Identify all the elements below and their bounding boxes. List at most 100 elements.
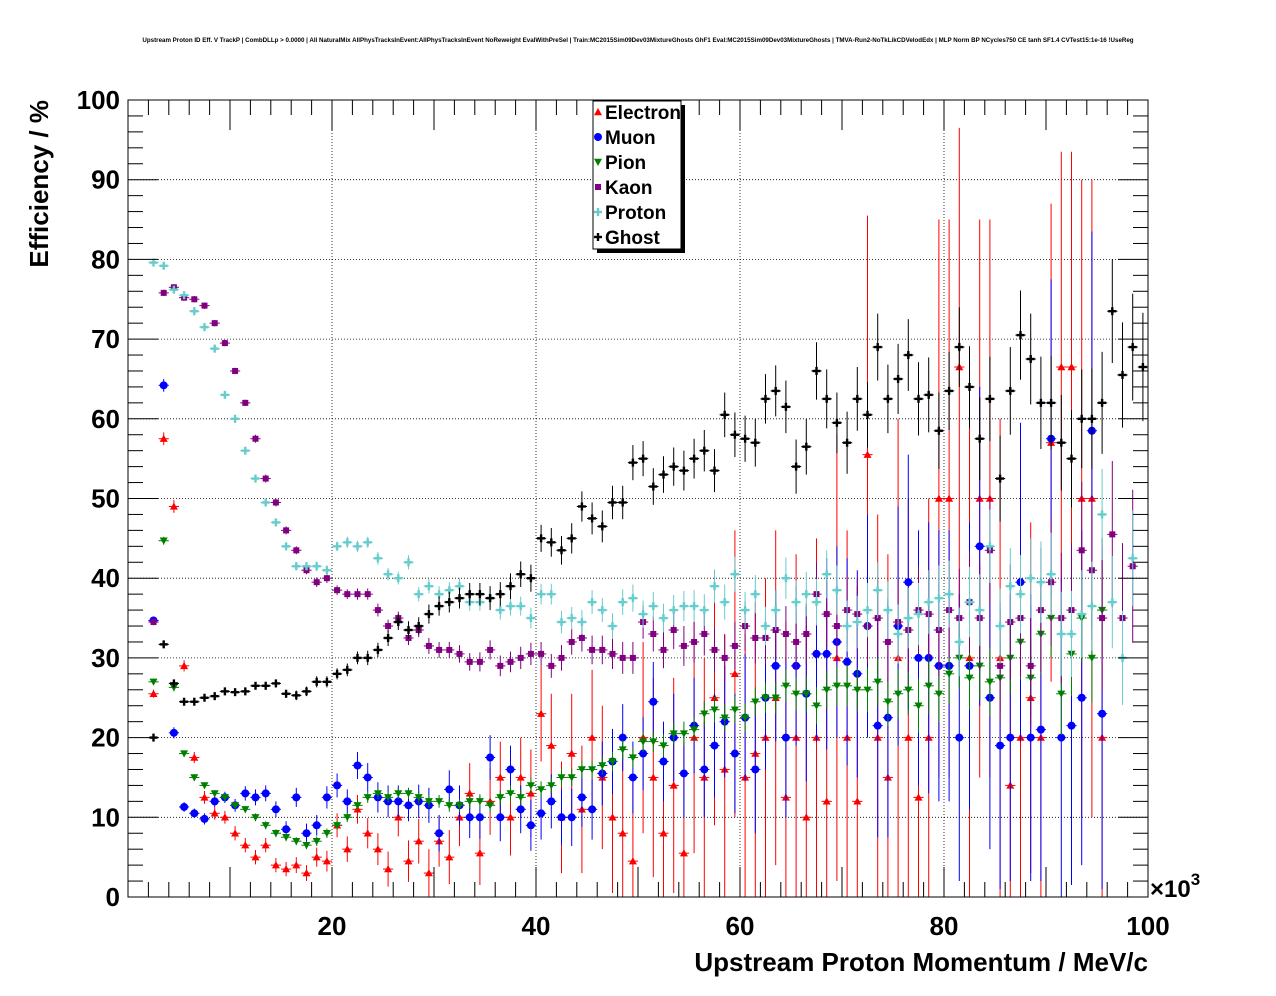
ghost-point xyxy=(984,356,995,442)
pion-marker xyxy=(394,790,403,798)
ghost-marker xyxy=(384,633,393,642)
pion-marker xyxy=(486,802,495,810)
proton-marker xyxy=(669,606,678,615)
proton-marker xyxy=(863,606,872,615)
ghost-marker xyxy=(822,394,831,403)
marker-bar-h xyxy=(1016,333,1025,337)
ghost-point xyxy=(770,365,781,417)
proton-marker xyxy=(241,446,250,455)
ghost-marker xyxy=(465,590,474,599)
marker-bar-h xyxy=(649,485,658,488)
pion-marker xyxy=(465,798,474,806)
ghost-point xyxy=(1076,369,1087,469)
muon-point xyxy=(260,785,271,802)
pion-marker xyxy=(761,694,770,702)
ghost-point xyxy=(719,392,730,438)
proton-point xyxy=(342,536,353,548)
proton-marker xyxy=(965,598,974,607)
ghost-marker xyxy=(720,410,729,419)
muon-point xyxy=(485,735,496,780)
marker-bar-h xyxy=(567,537,576,540)
marker-bar-h xyxy=(363,541,372,544)
pion-marker xyxy=(251,814,260,822)
ghost-point xyxy=(372,642,383,658)
legend-marker-muon xyxy=(594,133,602,141)
pion-point xyxy=(260,821,271,830)
muon-point xyxy=(434,814,445,852)
kaon-marker xyxy=(680,642,687,649)
kaon-point xyxy=(536,641,547,666)
marker-bar-h xyxy=(802,592,811,596)
pion-marker xyxy=(384,794,393,802)
proton-marker xyxy=(914,610,923,619)
marker-bar-h xyxy=(526,616,535,620)
proton-marker xyxy=(302,562,311,571)
proton-marker xyxy=(353,542,362,551)
proton-marker xyxy=(210,344,219,353)
ghost-point xyxy=(842,411,853,474)
proton-point xyxy=(230,414,241,423)
marker-bar-h xyxy=(741,608,750,612)
muon-marker xyxy=(394,797,403,806)
ghost-point xyxy=(974,397,985,481)
ghost-point xyxy=(352,651,363,665)
ghost-marker xyxy=(424,610,433,619)
electron-point xyxy=(1056,151,1067,583)
x-axis-label: Upstream Proton Momentum / MeV/c xyxy=(694,947,1148,977)
ghost-marker xyxy=(404,626,413,635)
pion-point xyxy=(148,678,159,686)
proton-marker xyxy=(577,618,586,627)
proton-marker xyxy=(190,307,199,316)
ghost-point xyxy=(505,573,516,599)
proton-marker xyxy=(435,590,444,599)
proton-point xyxy=(301,562,312,571)
ghost-marker xyxy=(322,677,331,686)
proton-point xyxy=(811,578,822,626)
proton-point xyxy=(913,582,924,646)
ghost-point xyxy=(995,435,1006,522)
kaon-point xyxy=(648,616,659,652)
marker-bar-h xyxy=(159,643,168,646)
kaon-point xyxy=(678,626,689,666)
proton-marker xyxy=(700,606,709,615)
proton-point xyxy=(689,590,700,623)
muon-marker xyxy=(567,813,576,822)
pion-point xyxy=(689,717,700,742)
kaon-point xyxy=(209,319,220,327)
proton-marker xyxy=(547,590,556,599)
marker-bar-h xyxy=(435,592,444,596)
proton-point xyxy=(831,565,842,615)
ghost-point xyxy=(179,697,190,706)
ghost-marker xyxy=(394,618,403,627)
proton-marker xyxy=(373,554,382,563)
pion-point xyxy=(189,774,200,782)
kaon-point xyxy=(158,289,169,297)
ghost-marker xyxy=(965,382,974,391)
ghost-point xyxy=(515,561,526,587)
marker-bar-h xyxy=(843,624,852,628)
marker-bar-h xyxy=(455,584,464,588)
marker-bar-h xyxy=(883,397,892,401)
pion-point xyxy=(383,791,394,803)
y-tick-label: 80 xyxy=(91,244,120,274)
marker-bar-h xyxy=(639,457,648,460)
legend-item-pion: Pion xyxy=(594,153,646,174)
pion-marker xyxy=(282,834,291,842)
marker-bar-h xyxy=(200,696,209,699)
kaon-marker xyxy=(701,630,708,637)
marker-bar-h xyxy=(231,690,240,694)
marker-bar-h xyxy=(1087,604,1096,608)
marker-bar-h xyxy=(312,680,321,684)
proton-marker xyxy=(1026,574,1035,583)
ghost-point xyxy=(301,686,312,697)
marker-bar-h xyxy=(200,325,209,329)
marker-bar-h xyxy=(894,377,903,381)
muon-point xyxy=(281,821,292,838)
proton-point xyxy=(678,590,689,622)
pion-point xyxy=(801,676,812,712)
marker-bar-h xyxy=(169,682,178,685)
electron-point xyxy=(219,810,230,824)
proton-point xyxy=(1086,561,1097,651)
marker-bar-h xyxy=(506,584,515,588)
pion-marker xyxy=(1057,690,1066,698)
